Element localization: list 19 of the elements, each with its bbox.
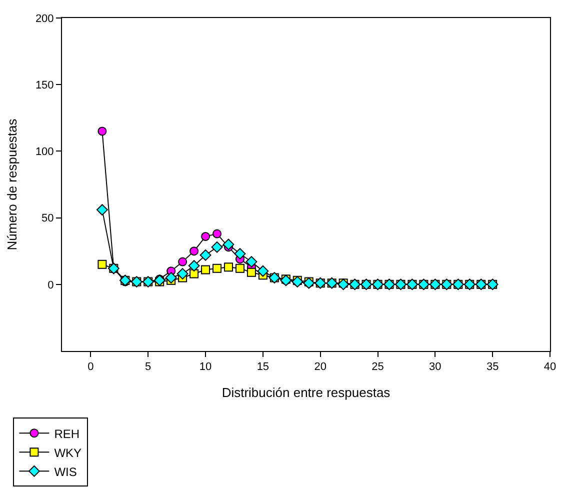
y-tick-label: 50 bbox=[42, 212, 54, 225]
x-tick-label: 25 bbox=[372, 361, 384, 374]
x-tick-label: 20 bbox=[314, 361, 326, 374]
x-tick-label: 10 bbox=[199, 361, 212, 374]
y-tick-label: 150 bbox=[35, 79, 54, 92]
legend-label: WKY bbox=[54, 446, 82, 460]
x-tick-label: 30 bbox=[429, 361, 442, 374]
x-tick-label: 35 bbox=[486, 361, 499, 374]
legend-label: WIS bbox=[54, 464, 77, 479]
y-tick-label: 200 bbox=[35, 12, 54, 25]
x-axis-title: Distribución entre respuestas bbox=[222, 384, 391, 400]
y-axis-title: Número de respuestas bbox=[4, 118, 20, 250]
legend-label: REH bbox=[54, 426, 80, 441]
y-tick-label: 0 bbox=[48, 279, 54, 292]
x-tick-label: 15 bbox=[256, 361, 270, 374]
x-tick-label: 40 bbox=[544, 361, 556, 374]
y-tick-label: 100 bbox=[35, 146, 54, 158]
x-tick-label: 5 bbox=[145, 361, 152, 374]
x-tick-label: 0 bbox=[88, 361, 94, 374]
